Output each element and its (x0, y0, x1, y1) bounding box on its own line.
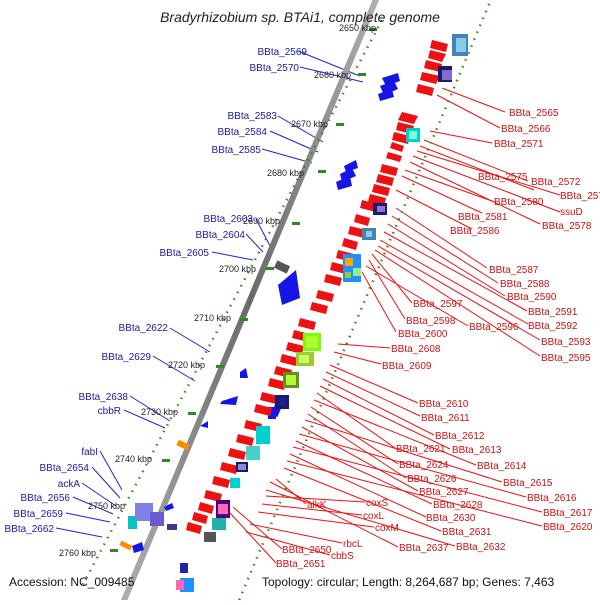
kbp-label: 2650 kbp (339, 23, 376, 33)
gene-label-left: BBta_2638 (79, 392, 129, 403)
gene-label-right: coxL (363, 511, 385, 522)
gene-label-left: BBta_2603 (204, 214, 254, 225)
kbp-label: 2690 kbp (243, 216, 280, 226)
kbp-labels: 2650 kbp 2660 kbp 2670 kbp 2680 kbp 2690… (59, 23, 376, 558)
gene-label-right: BBta_2598 (406, 316, 456, 327)
gene-label-right: BBta_2630 (426, 513, 476, 524)
gene-label-right: cbbS (331, 551, 354, 562)
gene-label-left: BBta_2604 (196, 230, 246, 241)
gene-label-right: BBta_2565 (509, 108, 559, 119)
gene-label-right: BBta_2588 (500, 279, 550, 290)
gene-label-right: BBta_2612 (435, 431, 485, 442)
gene-label-right: BBta_2586 (450, 226, 500, 237)
gene-label-right: alkK (307, 500, 327, 511)
kbp-label: 2760 kbp (59, 548, 96, 558)
genome-backbone (118, 0, 380, 605)
gene-label-left: BBta_2584 (218, 127, 268, 138)
gene-label-left: BBta_2605 (160, 248, 210, 259)
gene-label-right: BBta_2617 (543, 508, 593, 519)
left-gene-labels: BBta_2569 BBta_2570 BBta_2583 BBta_2584 … (5, 47, 308, 535)
gene-label-right: BBta_2610 (419, 399, 469, 410)
leader-lines-left (55, 50, 364, 538)
gene-label-right: BBta_2587 (489, 265, 539, 276)
accession-label: Accession: NC_009485 (9, 575, 135, 589)
gene-label-right: BBta_2628 (433, 500, 483, 511)
gene-label-right: BBta_2592 (528, 321, 578, 332)
gene-label-right: BBta_2578 (542, 221, 592, 232)
gene-label-left: BBta_2569 (258, 47, 308, 58)
gene-label-left: ackA (58, 479, 81, 490)
kbp-label: 2660 kbp (314, 70, 351, 80)
gene-label-right: BBta_2575 (478, 172, 528, 183)
gene-label-right: BBta_2627 (419, 487, 469, 498)
right-gene-labels: BBta_2565 BBta_2566 BBta_2571 BBta_2575 … (276, 108, 600, 570)
gene-label-right: BBta_2620 (543, 522, 593, 533)
gene-label-right: BBta_2571 (494, 139, 544, 150)
gene-label-left: BBta_2629 (102, 352, 152, 363)
gene-label-left: BBta_2662 (5, 524, 55, 535)
gene-label-right: BBta_2632 (456, 542, 506, 553)
gene-label-right: BBta_2614 (477, 461, 527, 472)
gene-label-left: BBta_2656 (21, 493, 71, 504)
gene-label-right: BBta_2573 (560, 191, 600, 202)
gene-label-left: BBta_2654 (40, 463, 90, 474)
gene-label-right: BBta_2566 (501, 124, 551, 135)
gene-label-right: ssuD (560, 207, 583, 218)
gene-label-right: BBta_2596 (469, 322, 519, 333)
gene-label-right: BBta_2631 (442, 527, 492, 538)
gene-label-right: BBta_2616 (527, 493, 577, 504)
gene-label-left: BBta_2570 (250, 63, 300, 74)
gene-label-right: BBta_2593 (541, 337, 591, 348)
gene-label-right: BBta_2621 (396, 444, 446, 455)
gene-label-right: coxM (375, 523, 399, 534)
kbp-label: 2700 kbp (219, 264, 256, 274)
genome-summary: Topology: circular; Length: 8,264,687 bp… (262, 575, 555, 589)
gene-label-left: BBta_2622 (119, 323, 169, 334)
map-title: Bradyrhizobium sp. BTAi1, complete genom… (160, 9, 440, 25)
gene-label-right: BBta_2595 (541, 353, 591, 364)
kbp-label: 2720 kbp (168, 360, 205, 370)
gene-label-right: BBta_2590 (507, 292, 557, 303)
gene-label-right: BBta_2581 (458, 212, 508, 223)
kbp-label: 2710 kbp (194, 313, 231, 323)
gene-label-right: BBta_2572 (531, 177, 581, 188)
kbp-label: 2750 kbp (88, 501, 125, 511)
gene-label-right: BBta_2624 (399, 460, 449, 471)
gene-label-right: BBta_2609 (382, 361, 432, 372)
gene-label-right: BBta_2591 (528, 307, 578, 318)
gene-label-right: BBta_2611 (421, 413, 470, 424)
gene-label-right: BBta_2608 (391, 344, 441, 355)
gene-label-left: cbbR (98, 406, 121, 417)
kbp-label: 2680 kbp (267, 168, 304, 178)
gene-label-right: BBta_2615 (503, 478, 553, 489)
gene-label-right: BBta_2580 (494, 197, 544, 208)
gene-label-right: BBta_2650 (282, 545, 332, 556)
gene-label-right: coxS (366, 498, 389, 509)
colored-gene-blocks (176, 34, 468, 592)
misc-genes (119, 260, 291, 551)
gene-label-right: BBta_2600 (398, 329, 448, 340)
gene-label-left: BBta_2659 (14, 509, 64, 520)
gene-label-right: BBta_2651 (276, 559, 326, 570)
leader-lines-right (229, 87, 561, 564)
inner-tick-track (78, 19, 384, 591)
kbp-label: 2730 kbp (141, 407, 178, 417)
gene-label-left: fabI (81, 447, 98, 458)
gene-label-left: BBta_2583 (228, 111, 278, 122)
gene-label-right: BBta_2637 (399, 543, 449, 554)
gene-label-right: rbcL (343, 539, 363, 550)
gene-label-right: BBta_2597 (413, 299, 463, 310)
gene-label-left: BBta_2585 (212, 145, 262, 156)
kbp-label: 2670 kbp (291, 119, 328, 129)
gene-label-right: BBta_2613 (452, 445, 502, 456)
kbp-label: 2740 kbp (115, 454, 152, 464)
gene-label-right: BBta_2626 (407, 474, 457, 485)
